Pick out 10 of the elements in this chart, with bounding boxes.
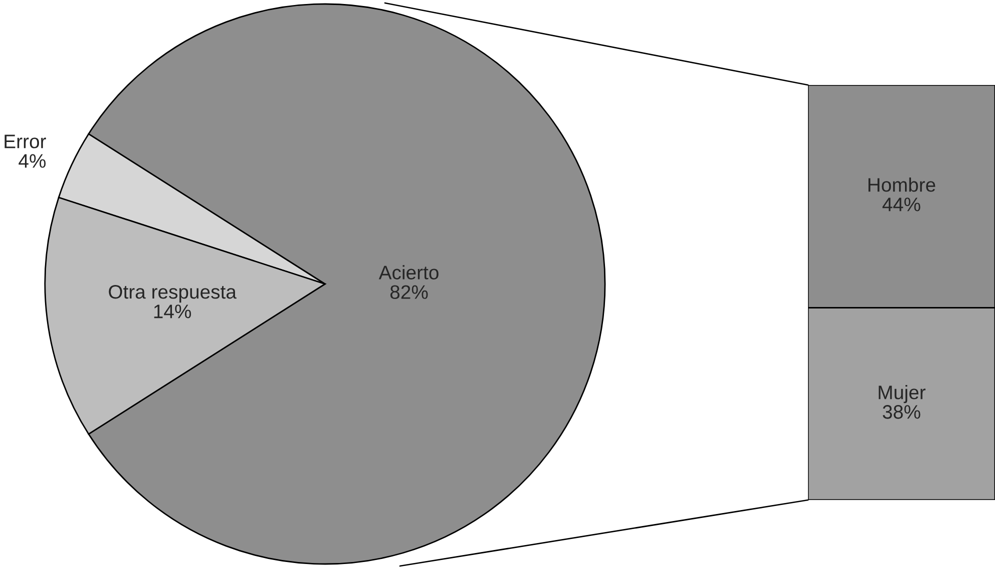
series-label: Hombre xyxy=(868,178,936,192)
data-label: 14% xyxy=(154,304,191,318)
data-label: 38% xyxy=(882,405,920,419)
slice-label: Acierto xyxy=(378,265,438,280)
slice-label: Otra respuesta xyxy=(108,284,237,303)
data-label: 4% xyxy=(18,154,46,168)
data-label: 44% xyxy=(882,198,920,212)
data-label: 82% xyxy=(390,285,428,299)
series-label: Mujer xyxy=(878,385,926,404)
slice-label: Error xyxy=(4,134,46,148)
